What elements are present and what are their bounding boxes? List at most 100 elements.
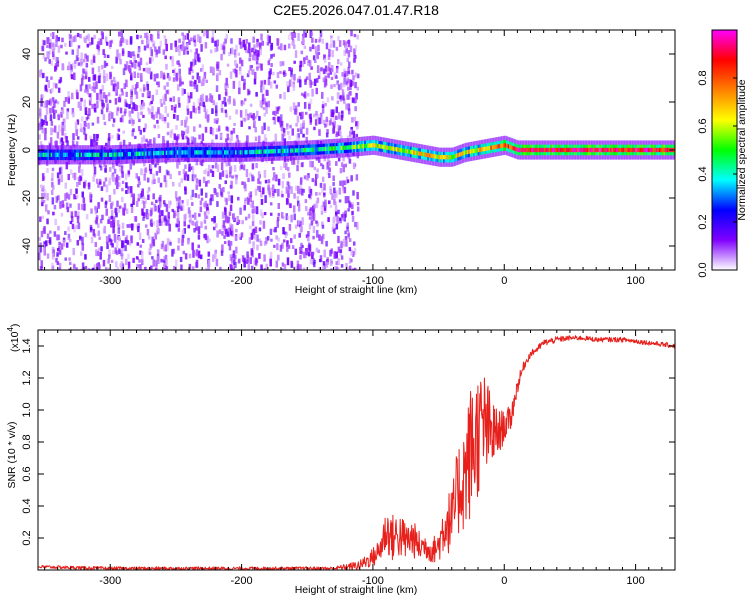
spectrogram-noise-cell [324, 75, 328, 82]
spectrogram-noise-cell [178, 68, 181, 77]
spectrogram-noise-cell [119, 250, 123, 257]
spectrogram-noise-cell [320, 67, 323, 72]
spectrogram-carrier-core [361, 144, 364, 149]
spectrogram-noise-cell [161, 240, 165, 248]
spectrogram-noise-cell [328, 120, 332, 126]
spectrogram-noise-cell [83, 128, 86, 135]
spectrogram-noise-cell [119, 40, 122, 47]
spectrogram-noise-cell [131, 62, 134, 68]
spectrogram-carrier-core [488, 145, 491, 151]
spectrogram-noise-cell [205, 168, 208, 175]
spectrogram-noise-cell [252, 68, 255, 76]
spectrogram-noise-cell [234, 59, 237, 66]
spectrogram-carrier-core [44, 152, 47, 157]
spectrogram-noise-cell [211, 218, 214, 222]
spectrogram-noise-cell [305, 76, 309, 80]
spectrogram-noise-cell [216, 164, 220, 173]
spectrogram-noise-cell [110, 215, 114, 220]
spectrogram-noise-cell [45, 121, 48, 126]
spectrogram-noise-cell [111, 243, 114, 248]
spectrogram-noise-cell [346, 77, 349, 84]
spectrogram-noise-cell [77, 62, 81, 66]
spectrogram-noise-cell [137, 223, 141, 229]
spectrogram-carrier-core [327, 146, 330, 151]
spectrogram-noise-cell [356, 225, 359, 230]
spectrogram-noise-cell [98, 41, 102, 46]
spectrogram-noise-cell [102, 114, 106, 120]
spectrogram-noise-cell [188, 253, 192, 259]
spectrogram-noise-cell [57, 87, 61, 93]
spectrogram-noise-cell [85, 62, 89, 68]
spectrogram-carrier-core [189, 150, 192, 155]
spectrogram-noise-cell [46, 193, 49, 201]
spectrogram-noise-cell [219, 172, 222, 180]
spectrogram-carrier-core [397, 147, 400, 152]
spectrogram-noise-cell [301, 61, 305, 67]
spectrogram-carrier-core [167, 150, 170, 155]
spectrogram-noise-cell [253, 120, 256, 126]
spectrogram-noise-cell [243, 257, 246, 264]
spectrogram-noise-cell [163, 268, 167, 270]
spectrogram-carrier-core [85, 152, 88, 157]
spectrogram-noise-cell [162, 200, 166, 205]
spectrogram-carrier-core [108, 152, 111, 157]
spectrogram-noise-cell [293, 213, 296, 221]
spectrogram-noise-cell [155, 89, 159, 96]
spectrogram-noise-cell [267, 77, 271, 86]
spectrogram-noise-cell [84, 266, 88, 270]
spectrogram-noise-cell [65, 192, 69, 199]
spectrogram-noise-cell [64, 97, 68, 102]
spectrogram-noise-cell [54, 99, 58, 104]
spectrogram-carrier-core [271, 149, 274, 154]
spectrogram-noise-cell [183, 214, 187, 222]
spectrogram-noise-cell [56, 131, 60, 139]
spectrogram-noise-cell [270, 238, 273, 242]
spectrogram-noise-cell [130, 97, 133, 104]
spectrogram-noise-cell [277, 178, 281, 186]
spectrogram-carrier-core [239, 150, 242, 155]
spectrogram-noise-cell [298, 75, 301, 82]
spectrogram-noise-cell [275, 174, 278, 182]
spectrogram-noise-cell [310, 30, 313, 36]
spectrogram-noise-cell [333, 83, 336, 88]
spectrogram-carrier-core [112, 152, 115, 157]
spectrogram-noise-cell [269, 187, 273, 191]
spectrogram-noise-cell [307, 234, 310, 242]
spectrogram-carrier-core [463, 150, 466, 156]
spectrogram-noise-cell [321, 104, 325, 108]
spectrogram-carrier-core [594, 147, 597, 153]
spectrogram-noise-cell [296, 195, 300, 200]
spectrogram-carrier-core [365, 143, 368, 149]
spectrogram-noise-cell [133, 63, 137, 69]
spectrogram-carrier-core [195, 150, 198, 155]
spectrogram-noise-cell [304, 78, 307, 83]
spectrogram-carrier-core [307, 147, 310, 153]
spectrogram-noise-cell [93, 34, 96, 39]
spectrogram-noise-cell [195, 224, 198, 231]
spectrogram-carrier-core [257, 149, 260, 154]
spectrogram-noise-cell [287, 35, 291, 40]
spectrogram-noise-cell [272, 116, 275, 121]
spectrogram-noise-cell [292, 205, 296, 213]
spectrogram-noise-cell [236, 222, 239, 226]
spectrogram-carrier-core [348, 145, 351, 150]
spectrogram-noise-cell [352, 190, 355, 196]
spectrogram-noise-cell [132, 51, 135, 57]
spectrogram-noise-cell [191, 202, 194, 206]
spectrogram-noise-cell [150, 100, 153, 105]
spectrogram-noise-cell [75, 188, 78, 194]
spectrogram-noise-cell [50, 120, 54, 126]
spectrogram-carrier-core [357, 144, 360, 149]
spectrogram-noise-cell [346, 225, 349, 229]
spectrogram-noise-cell [104, 267, 108, 270]
spectrogram-carrier-core [313, 147, 316, 152]
spectrogram-noise-cell [289, 32, 293, 36]
spectrogram-noise-cell [85, 84, 88, 92]
spectrogram-noise-cell [114, 235, 117, 243]
spectrogram-noise-cell [282, 127, 286, 133]
spectrogram-noise-cell [147, 235, 151, 240]
spectrogram-noise-cell [66, 111, 69, 120]
spectrogram-noise-cell [184, 187, 187, 195]
spectrogram-carrier-core [323, 146, 326, 152]
